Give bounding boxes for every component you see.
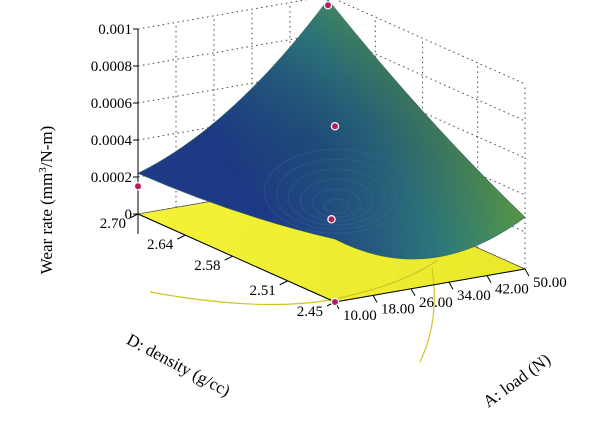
y-axis-line [137, 213, 336, 303]
x-tick-mark [524, 268, 530, 277]
y-tick-label: 2.51 [249, 283, 275, 299]
z-axis-ticks: 0 0.0002 0.0004 0.0006 0.0008 0.001 [91, 22, 138, 223]
x-tick-label: 34.00 [457, 288, 491, 304]
y-axis-ticks: 2.45 2.51 2.58 2.64 2.70 [100, 213, 336, 320]
axes [137, 29, 526, 303]
x-tick-label: 42.00 [495, 282, 529, 298]
x-tick-mark [372, 295, 378, 303]
z-tick-label: 0.0002 [91, 170, 132, 186]
y-axis-title: D: density (g/cc) [124, 330, 234, 400]
y-tick-mark [129, 213, 139, 219]
x-tick-label: 26.00 [419, 295, 453, 311]
y-tick-label: 2.45 [297, 304, 323, 320]
z-tick-label: 0.0008 [91, 59, 132, 75]
z-tick-label: 0.0004 [91, 133, 133, 149]
design-point [323, 1, 333, 10]
y-tick-mark [224, 255, 233, 261]
y-tick-label: 2.70 [100, 216, 126, 232]
x-axis-ticks: 10.00 18.00 26.00 34.00 42.00 50.00 [334, 268, 567, 324]
response-surface [137, 0, 526, 260]
floor-contours [149, 259, 439, 363]
y-tick-label: 2.64 [147, 237, 174, 253]
design-point [327, 215, 336, 224]
y-tick-mark [177, 234, 186, 240]
x-tick-label: 50.00 [533, 275, 567, 291]
x-axis-line [334, 268, 526, 303]
z-tick-label: 0.001 [98, 22, 132, 38]
design-point [330, 122, 340, 131]
z-axis-title: Wear rate (mm3/N-m) [37, 126, 56, 275]
x-tick-label: 10.00 [343, 308, 377, 324]
y-tick-label: 2.58 [194, 258, 220, 274]
x-tick-mark [486, 275, 492, 283]
design-points [133, 1, 340, 307]
y-tick-mark [279, 280, 288, 286]
x-tick-label: 18.00 [381, 301, 415, 317]
design-point [133, 181, 143, 191]
x-tick-mark [410, 288, 416, 297]
z-tick-label: 0.0006 [91, 96, 133, 112]
design-point [330, 297, 340, 307]
x-tick-mark [448, 281, 454, 290]
x-axis-title: A: load (N) [479, 350, 554, 411]
z-tick-label: 0 [125, 207, 133, 223]
